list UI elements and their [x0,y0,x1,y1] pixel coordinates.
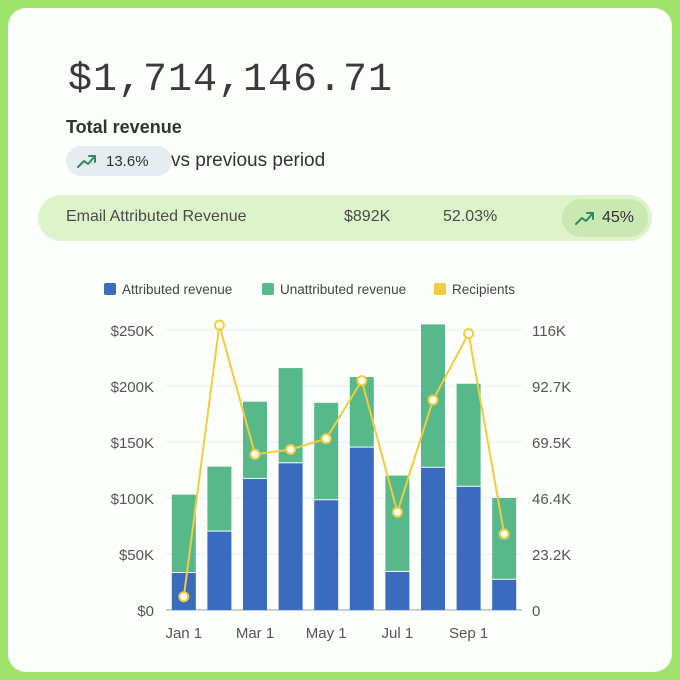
bar-unattributed[interactable] [207,466,232,531]
recipients-point[interactable] [391,506,403,518]
bar-unattributed[interactable] [243,401,267,478]
x-tick-label: Jan 1 [165,625,202,642]
recipients-point[interactable] [498,528,510,540]
recipients-point[interactable] [213,319,225,331]
trend-up-icon [575,212,594,225]
y-right-tick-label: 116K [532,323,566,340]
recipients-line [182,324,506,597]
change-percent: 13.6% [106,152,149,170]
y-left-tick-label: $100K [111,491,154,508]
trend-up-icon [77,155,96,168]
bar-attributed[interactable] [243,478,267,610]
change-pill: 13.6% [66,146,172,176]
x-tick-label: Jul 1 [382,625,414,642]
y-left-tick-label: $200K [111,379,154,396]
bar-attributed[interactable] [314,500,339,610]
recipients-point[interactable] [178,591,190,603]
recipients-point[interactable] [285,443,297,455]
x-tick-label: May 1 [306,625,347,642]
total-revenue-value: $1,714,146.71 [68,58,394,103]
email-row-amount: $892K [344,208,391,225]
y-right-tick-label: 0 [532,603,540,620]
legend-label[interactable]: Recipients [452,282,515,297]
bar-attributed[interactable] [456,486,481,610]
legend-swatch [262,283,274,295]
revenue-card: $1,714,146.71 Total revenue 13.6% vs pre… [8,8,672,672]
recipients-point[interactable] [463,328,475,340]
bar-unattributed[interactable] [385,475,410,571]
recipients-point[interactable] [320,433,332,445]
legend-swatch [104,283,116,295]
legend-label[interactable]: Attributed revenue [122,282,232,297]
recipients-point[interactable] [249,448,261,460]
email-row-change: 45% [602,209,635,226]
y-right-tick-label: 23.2K [532,547,571,564]
recipients-point[interactable] [427,394,439,406]
bar-unattributed[interactable] [456,383,481,486]
bar-attributed[interactable] [492,579,517,610]
y-left-tick-label: $250K [111,323,154,340]
email-row-change-badge: 45% [562,199,648,237]
total-revenue-label: Total revenue [66,117,182,137]
email-row-share: 52.03% [443,208,498,225]
bar-attributed[interactable] [207,531,232,610]
x-tick-label: Sep 1 [449,625,488,642]
x-tick-label: Mar 1 [236,625,274,642]
bar-attributed[interactable] [278,463,303,610]
email-row-label: Email Attributed Revenue [66,208,247,225]
recipients-point[interactable] [356,375,368,387]
bar-attributed[interactable] [349,447,374,610]
y-right-tick-label: 69.5K [532,435,571,452]
y-left-tick-label: $150K [111,435,154,452]
email-attributed-row[interactable]: Email Attributed Revenue $892K 52.03% 45… [38,195,652,241]
legend-label[interactable]: Unattributed revenue [280,282,406,297]
y-left-tick-label: $50K [119,547,154,564]
bar-unattributed[interactable] [314,402,339,500]
bar-attributed[interactable] [421,467,445,610]
bar-attributed[interactable] [385,571,410,610]
y-left-tick-label: $0 [137,603,154,620]
y-right-tick-label: 46.4K [532,491,571,508]
comparison-text: vs previous period [171,150,326,171]
legend-swatch [434,283,446,295]
y-right-tick-label: 92.7K [532,379,571,396]
